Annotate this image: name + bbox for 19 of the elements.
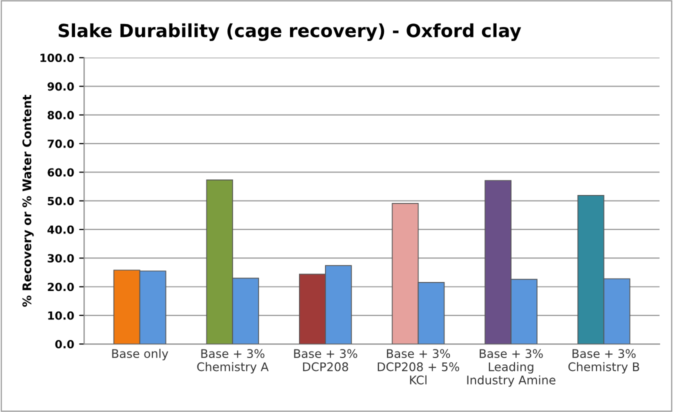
y-tick-label: 30.0: [48, 254, 74, 262]
y-tick-label: 90.0: [48, 82, 74, 91]
y-tick-label: 80.0: [48, 110, 74, 120]
y-tick-label: 100.0: [40, 54, 74, 62]
y-tick-label: 20.0: [48, 282, 74, 292]
x-tick-label: Base + 3% Chemistry A: [197, 349, 269, 374]
x-tick-label: Base only: [112, 348, 168, 360]
y-tick-label: 40.0: [47, 225, 74, 234]
x-tick-label: Base + 3% Leading Industry Amine: [467, 349, 556, 387]
x-tick-label: Base + 3% DCP208 + 5% KCl: [378, 349, 460, 384]
y-tick-label: 50.0: [48, 196, 74, 206]
y-tick-label: 70.0: [48, 140, 74, 148]
chart-title: Slake Durability (cage recovery) - Oxford clay: [58, 23, 522, 41]
y-tick-label: 60.0: [48, 168, 74, 177]
x-tick-label: Base + 3% Chemistry B: [568, 349, 640, 374]
y-tick-label: 0.0: [55, 340, 74, 348]
x-tick-label: Base + 3% DCP208: [294, 349, 358, 372]
y-axis-title: % Recovery or % Water Content: [22, 94, 34, 307]
y-tick-label: 10.0: [48, 311, 74, 320]
